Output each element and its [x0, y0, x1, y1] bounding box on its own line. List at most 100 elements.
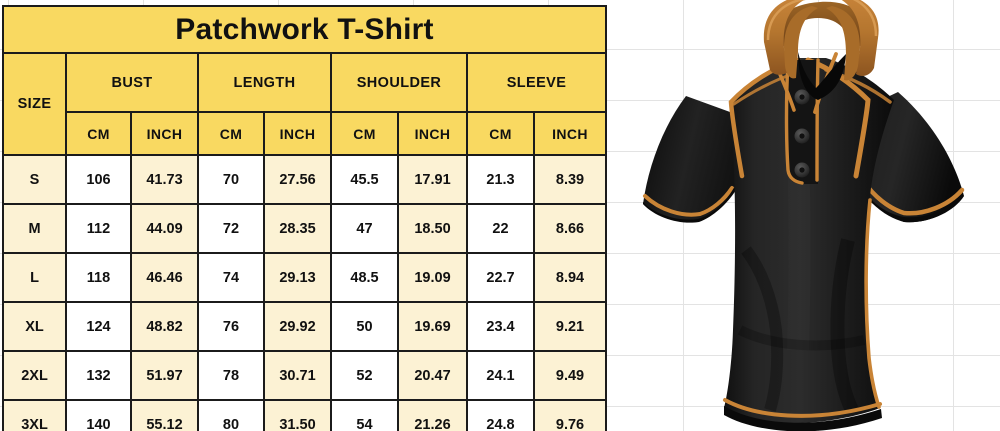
cell-shoulder-cm: 45.5 — [330, 154, 399, 205]
table-row: 3XL 140 55.12 80 31.50 54 21.26 24.8 9.7… — [2, 399, 608, 431]
right-side-seam — [864, 198, 881, 409]
collar-right-panel — [841, 0, 879, 76]
hem-contrast-stripe — [723, 398, 882, 418]
unit-header-sleeve-inch: INCH — [532, 111, 608, 156]
cell-length-cm: 78 — [197, 350, 265, 401]
cell-length-inch: 29.13 — [263, 252, 332, 303]
cell-sleeve-inch: 8.94 — [532, 252, 608, 303]
cell-shoulder-inch: 17.91 — [397, 154, 468, 205]
cell-shoulder-inch: 20.47 — [397, 350, 468, 401]
mandarin-collar — [763, 0, 879, 100]
cell-bust-inch: 51.97 — [130, 350, 199, 401]
cell-length-inch: 30.71 — [263, 350, 332, 401]
cell-shoulder-cm: 48.5 — [330, 252, 399, 303]
cell-bust-cm: 124 — [65, 301, 132, 352]
unit-header-sleeve-cm: CM — [466, 111, 535, 156]
right-sleeve-cuff-piping — [861, 179, 965, 216]
cell-shoulder-inch: 18.50 — [397, 203, 468, 254]
cell-length-cm: 74 — [197, 252, 265, 303]
cell-bust-cm: 106 — [65, 154, 132, 205]
left-sleeve — [643, 96, 740, 223]
cell-bust-inch: 44.09 — [130, 203, 199, 254]
column-group-length: LENGTH — [197, 52, 332, 113]
page-title: Patchwork T-Shirt — [1, 5, 608, 54]
unit-header-bust-cm: CM — [65, 111, 132, 156]
cell-sleeve-cm: 24.1 — [466, 350, 535, 401]
cell-sleeve-inch: 9.49 — [532, 350, 608, 401]
unit-header-shoulder-cm: CM — [330, 111, 399, 156]
left-sleeve-cuff-band — [643, 176, 740, 223]
cell-shoulder-cm: 52 — [330, 350, 399, 401]
cell-bust-inch: 48.82 — [130, 301, 199, 352]
torso-hem-fold — [737, 325, 866, 351]
henley-tshirt-illustration — [643, 0, 965, 431]
cell-sleeve-cm: 23.4 — [466, 301, 535, 352]
cell-bust-inch: 46.46 — [130, 252, 199, 303]
size-chart-table-container: Patchwork T-Shirt SIZE BUST LENGTH SHOUL… — [1, 5, 608, 431]
cell-size: S — [2, 154, 67, 205]
cell-shoulder-cm: 47 — [330, 203, 399, 254]
unit-header-length-inch: INCH — [263, 111, 332, 156]
cell-sleeve-inch: 9.76 — [532, 399, 608, 431]
placket-buttons[interactable] — [794, 89, 810, 178]
right-sleeve-cuff-band — [856, 178, 964, 223]
table-row: L 118 46.46 74 29.13 48.5 19.09 22.7 8.9… — [2, 252, 608, 303]
column-group-shoulder: SHOULDER — [330, 52, 468, 113]
button-middle-hole — [799, 133, 805, 139]
table-title-row: Patchwork T-Shirt — [1, 5, 608, 54]
unit-header-bust-inch: INCH — [130, 111, 199, 156]
column-header-size: SIZE — [2, 52, 67, 156]
cell-bust-inch: 41.73 — [130, 154, 199, 205]
button-bottom-hole — [799, 167, 805, 173]
size-chart-table: Patchwork T-Shirt SIZE BUST LENGTH SHOUL… — [1, 5, 608, 431]
table-row: M 112 44.09 72 28.35 47 18.50 22 8.66 — [2, 203, 608, 254]
cell-length-inch: 29.92 — [263, 301, 332, 352]
table-group-header-row: SIZE BUST LENGTH SHOULDER SLEEVE — [2, 52, 608, 156]
cell-size: XL — [2, 301, 67, 352]
cell-shoulder-inch: 19.09 — [397, 252, 468, 303]
torso-fold-shadow-left — [741, 246, 784, 412]
cell-sleeve-inch: 8.66 — [532, 203, 608, 254]
left-sleeve-body — [643, 96, 740, 223]
cell-length-inch: 31.50 — [263, 399, 332, 431]
cell-shoulder-inch: 21.26 — [397, 399, 468, 431]
unit-header-length-cm: CM — [197, 111, 265, 156]
neck-opening-shadow — [798, 52, 846, 100]
cell-size: L — [2, 252, 67, 303]
cell-shoulder-inch: 19.69 — [397, 301, 468, 352]
hem-piping — [723, 398, 882, 431]
cell-bust-cm: 132 — [65, 350, 132, 401]
cell-shoulder-cm: 50 — [330, 301, 399, 352]
cell-shoulder-cm: 54 — [330, 399, 399, 431]
cell-sleeve-cm: 22 — [466, 203, 535, 254]
cell-size: M — [2, 203, 67, 254]
left-sleeve-cuff-piping — [643, 186, 734, 217]
product-photo — [612, 0, 1000, 431]
column-group-bust: BUST — [65, 52, 199, 113]
collar-right-highlight — [852, 0, 878, 37]
cell-sleeve-cm: 22.7 — [466, 252, 535, 303]
cell-length-cm: 70 — [197, 154, 265, 205]
cell-sleeve-inch: 8.39 — [532, 154, 608, 205]
table-row: S 106 41.73 70 27.56 45.5 17.91 21.3 8.3… — [2, 154, 608, 205]
cell-sleeve-cm: 21.3 — [466, 154, 535, 205]
column-group-sleeve: SLEEVE — [465, 52, 608, 113]
cell-bust-cm: 112 — [65, 203, 132, 254]
cell-bust-cm: 118 — [65, 252, 132, 303]
cell-size: 3XL — [2, 399, 67, 431]
side-seam-piping — [864, 198, 881, 409]
unit-header-shoulder-inch: INCH — [397, 111, 468, 156]
cell-bust-cm: 140 — [65, 399, 132, 431]
placket-right-piping — [815, 58, 820, 182]
cell-sleeve-cm: 24.8 — [466, 399, 535, 431]
shirt-torso — [724, 58, 894, 424]
collar-front-right — [826, 6, 860, 81]
torso-fold-shadow-right — [830, 238, 859, 414]
table-row: XL 124 48.82 76 29.92 50 19.69 23.4 9.21 — [2, 301, 608, 352]
cell-bust-inch: 55.12 — [130, 399, 199, 431]
cell-length-cm: 80 — [197, 399, 265, 431]
collar-left-highlight — [766, 0, 807, 41]
table-row: 2XL 132 51.97 78 30.71 52 20.47 24.1 9.4… — [2, 350, 608, 401]
cell-length-inch: 28.35 — [263, 203, 332, 254]
